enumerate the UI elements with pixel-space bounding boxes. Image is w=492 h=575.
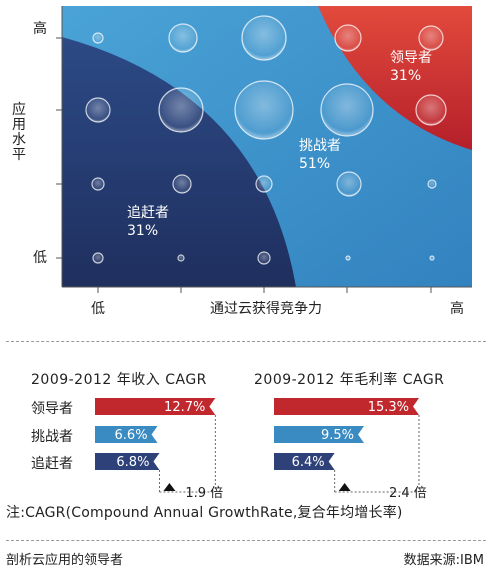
- bar-label-margin-0: 15.3%: [368, 400, 409, 415]
- bubble: [415, 94, 447, 126]
- bubble: [177, 254, 185, 262]
- bubble: [320, 83, 374, 137]
- leader-percent: 31%: [390, 68, 422, 84]
- footer-divider: [6, 540, 486, 541]
- multiple-label-revenue: 1.9 倍: [185, 486, 223, 500]
- cagr-note: 注:CAGR(Compound Annual GrowthRate,复合年均增长…: [6, 505, 403, 521]
- bubble: [345, 255, 351, 261]
- bar-revenue-1: [95, 426, 158, 443]
- category-challenger: 挑战者: [31, 429, 73, 445]
- challenger-name: 挑战者: [299, 138, 341, 154]
- region-chaser: [62, 37, 296, 287]
- bar-revenue-2: [95, 453, 160, 470]
- bar-label-revenue-1: 6.6%: [115, 428, 148, 443]
- challenger-percent: 51%: [299, 156, 331, 172]
- category-leader: 领导者: [31, 401, 73, 417]
- challenger-label: 挑战者 51%: [299, 137, 341, 173]
- bubble: [172, 174, 192, 194]
- bubble: [92, 252, 104, 264]
- bubble: [91, 177, 105, 191]
- bar-charts: 12.7% 6.6% 6.8% 1.9 倍 15.3% 9.5% 6.4% 2.4 倍: [95, 398, 427, 500]
- bubble: [85, 97, 111, 123]
- bar-label-margin-1: 9.5%: [321, 428, 354, 443]
- divider: [6, 341, 486, 342]
- x-tick-high: 高: [450, 301, 464, 317]
- bubble: [241, 15, 287, 61]
- bubble: [158, 87, 204, 133]
- bar-revenue-0: [95, 398, 216, 415]
- multiple-label-margin: 2.4 倍: [389, 486, 427, 500]
- category-chaser: 追赶者: [31, 456, 73, 472]
- bar-label-revenue-0: 12.7%: [164, 400, 205, 415]
- bubbles: [85, 15, 447, 265]
- bubble: [234, 80, 294, 140]
- leader-label: 领导者 31%: [390, 49, 432, 85]
- bar-label-margin-2: 6.4%: [292, 455, 325, 470]
- leader-name: 领导者: [390, 50, 432, 66]
- bar-label-revenue-2: 6.8%: [116, 455, 149, 470]
- caption: 剖析云应用的领导者: [6, 553, 124, 568]
- bar-margin-1: [274, 426, 365, 443]
- bubble: [255, 175, 273, 193]
- x-tick-low: 低: [91, 301, 105, 317]
- region-chart: [56, 6, 472, 293]
- triangle-marker-revenue: [163, 483, 176, 491]
- bar-title-margin: 2009-2012 年毛利率 CAGR: [254, 372, 445, 388]
- bubble: [418, 25, 444, 51]
- bubble: [257, 251, 271, 265]
- bubble: [92, 32, 104, 44]
- bubble: [168, 23, 198, 53]
- data-source: 数据来源:IBM: [403, 553, 484, 568]
- bar-margin-0: [274, 398, 419, 415]
- chaser-label: 追赶者 31%: [127, 204, 169, 240]
- x-axis-label: 通过云获得竞争力: [210, 301, 322, 317]
- chaser-name: 追赶者: [127, 205, 169, 221]
- bubble: [429, 255, 435, 261]
- bubble: [427, 179, 437, 189]
- axes: [56, 6, 472, 293]
- triangle-marker-margin: [338, 483, 351, 491]
- bar-title-revenue: 2009-2012 年收入 CAGR: [31, 372, 207, 388]
- bracket-margin: [334, 415, 420, 493]
- bar-margin-2: [274, 453, 335, 470]
- y-axis-label: 应用水平: [12, 102, 26, 163]
- y-tick-high: 高: [33, 21, 47, 37]
- bubble: [334, 24, 362, 52]
- y-tick-low: 低: [33, 250, 47, 266]
- bubble: [336, 171, 362, 197]
- bracket-revenue: [158, 415, 216, 493]
- chaser-percent: 31%: [127, 223, 159, 239]
